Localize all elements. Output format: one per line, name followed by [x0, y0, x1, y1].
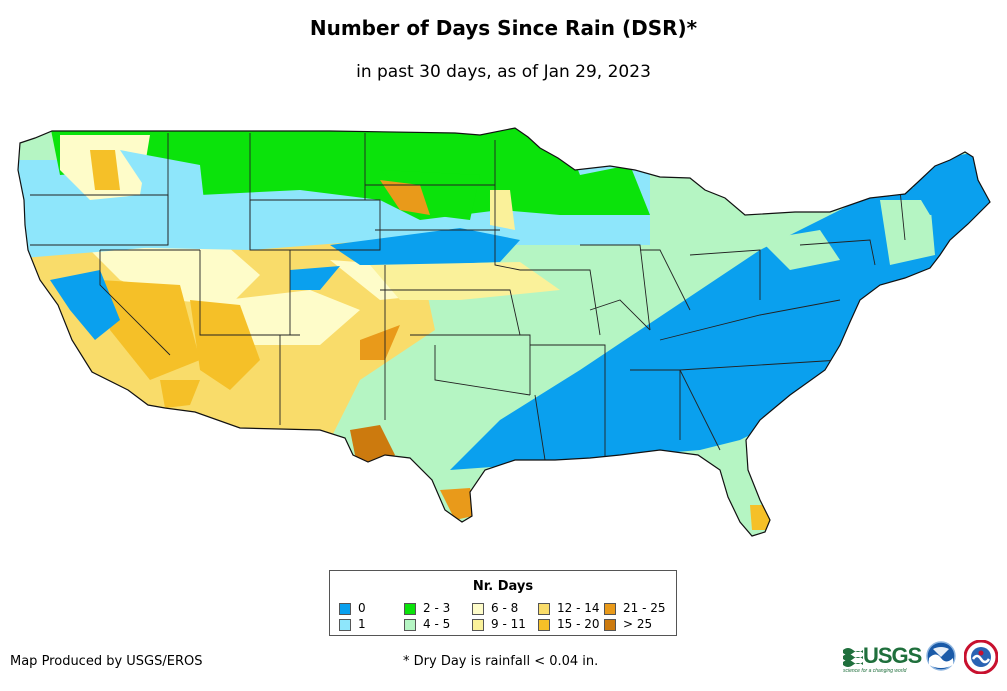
legend-label: 15 - 20	[557, 617, 600, 631]
legend-swatch	[538, 603, 550, 615]
us-dsr-map	[17, 127, 991, 537]
legend-swatch	[472, 619, 484, 631]
footnote-text: * Dry Day is rainfall < 0.04 in.	[403, 654, 599, 669]
legend-swatch	[339, 619, 351, 631]
map-title: Number of Days Since Rain (DSR)*	[309, 16, 698, 40]
legend-title: Nr. Days	[472, 579, 534, 594]
legend-swatch	[472, 603, 484, 615]
map-subtitle: in past 30 days, as of Jan 29, 2023	[356, 62, 651, 82]
legend-swatch	[339, 603, 351, 615]
legend-label: 0	[358, 601, 366, 615]
legend-swatch	[404, 603, 416, 615]
agency-logos: USGS science for a changing world	[843, 640, 1005, 684]
legend-label: 1	[358, 617, 366, 631]
legend-swatch	[604, 603, 616, 615]
legend-label: 21 - 25	[623, 601, 666, 615]
legend-swatch	[604, 619, 616, 631]
credit-text: Map Produced by USGS/EROS	[10, 654, 203, 669]
legend-label: 12 - 14	[557, 601, 600, 615]
usgs-wordmark: USGS	[863, 643, 922, 668]
legend-label: 6 - 8	[491, 601, 519, 615]
legend: Nr. Days 0 1 2 - 3 4 - 5 6 - 8 9 - 11 12…	[329, 570, 677, 636]
usgs-tagline: science for a changing world	[843, 668, 907, 674]
nws-logo-icon	[964, 640, 998, 674]
legend-swatch	[404, 619, 416, 631]
legend-label: > 25	[623, 617, 653, 631]
legend-label: 4 - 5	[423, 617, 451, 631]
legend-label: 2 - 3	[423, 601, 451, 615]
usgs-logo: USGS science for a changing world	[843, 642, 922, 674]
legend-swatch	[538, 619, 550, 631]
noaa-logo-icon	[926, 641, 956, 671]
usgs-wave-icon	[843, 648, 863, 667]
legend-label: 9 - 11	[491, 617, 526, 631]
